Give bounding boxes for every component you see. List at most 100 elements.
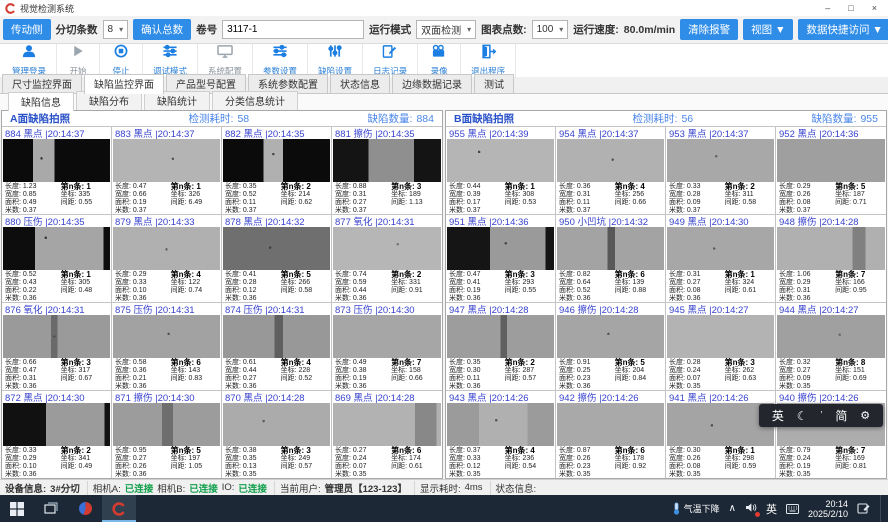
show-desktop-button[interactable] <box>880 495 884 522</box>
defect-image[interactable] <box>667 227 774 270</box>
defect-cell[interactable]: 942 擦伤 |20:14:26长度: 0.87宽度: 0.26面积: 0.23… <box>556 390 666 478</box>
tab-main-4[interactable]: 状态信息 <box>330 74 390 93</box>
action-play-button[interactable]: 开始 <box>57 44 100 77</box>
defect-image[interactable] <box>223 315 330 358</box>
tray-expand-icon[interactable]: ∧ <box>729 503 736 514</box>
data-quick-access-button[interactable]: 数据快捷访问 ▼ <box>798 19 888 40</box>
defect-image[interactable] <box>333 227 441 270</box>
defect-cell[interactable]: 882 黑点 |20:14:35长度: 0.35宽度: 0.52面积: 0.11… <box>222 126 332 214</box>
defect-cell[interactable]: 880 压伤 |20:14:35长度: 0.52宽度: 0.43面积: 0.22… <box>2 214 112 302</box>
defect-cell[interactable]: 953 黑点 |20:14:37长度: 0.33宽度: 0.28面积: 0.09… <box>666 126 776 214</box>
chart-points-dropdown[interactable]: 100▾ <box>532 20 569 39</box>
defect-cell[interactable]: 955 黑点 |20:14:39长度: 0.44宽度: 0.39面积: 0.17… <box>446 126 556 214</box>
tab-sub-3[interactable]: 分类信息统计 <box>212 91 298 110</box>
action-monitor-button[interactable]: 系统配置 <box>198 44 253 77</box>
defect-cell[interactable]: 870 黑点 |20:14:28长度: 0.38宽度: 0.35面积: 0.13… <box>222 390 332 478</box>
volume-button[interactable] <box>745 502 757 515</box>
defect-image[interactable] <box>333 139 441 182</box>
defect-cell[interactable]: 950 小凹坑 |20:14:32长度: 0.82宽度: 0.64面积: 0.5… <box>556 214 666 302</box>
action-exit-door-button[interactable]: 退出程序 <box>461 44 516 77</box>
slit-count-dropdown[interactable]: 8▾ <box>103 20 129 39</box>
defect-cell[interactable]: 883 黑点 |20:14:37长度: 0.47宽度: 0.66面积: 0.19… <box>112 126 222 214</box>
defect-image[interactable] <box>447 227 554 270</box>
defect-cell[interactable]: 952 黑点 |20:14:36长度: 0.29宽度: 0.26面积: 0.08… <box>776 126 886 214</box>
defect-image[interactable] <box>333 315 441 358</box>
ime-language-indicator[interactable]: 英 <box>766 501 777 517</box>
defect-image[interactable] <box>223 403 330 446</box>
taskbar-clock[interactable]: 20:14 2025/2/10 <box>808 499 848 519</box>
task-view-button[interactable] <box>34 495 68 522</box>
action-debug-sliders-button[interactable]: 调试模式 <box>143 44 198 77</box>
defect-image[interactable] <box>557 227 664 270</box>
defect-cell[interactable]: 884 黑点 |20:14:37长度: 1.23宽度: 0.85面积: 0.49… <box>2 126 112 214</box>
drive-side-button[interactable]: 传动侧 <box>3 19 51 40</box>
defect-image[interactable] <box>3 139 110 182</box>
defect-cell[interactable]: 951 黑点 |20:14:36长度: 0.47宽度: 0.41面积: 0.19… <box>446 214 556 302</box>
taskbar-app-remote[interactable] <box>68 495 102 522</box>
defect-image[interactable] <box>447 315 554 358</box>
ime-simplified-button[interactable]: 简 <box>835 407 847 424</box>
action-log-pencil-button[interactable]: 日志记录 <box>363 44 418 77</box>
tab-sub-0[interactable]: 缺陷信息 <box>8 92 74 111</box>
defect-image[interactable] <box>3 315 110 358</box>
defect-cell[interactable]: 875 压伤 |20:14:31长度: 0.58宽度: 0.36面积: 0.21… <box>112 302 222 390</box>
defect-image[interactable] <box>3 227 110 270</box>
defect-cell[interactable]: 945 黑点 |20:14:27长度: 0.28宽度: 0.24面积: 0.07… <box>666 302 776 390</box>
defect-cell[interactable]: 948 擦伤 |20:14:28长度: 1.06宽度: 0.29面积: 0.31… <box>776 214 886 302</box>
defect-cell[interactable]: 873 压伤 |20:14:30长度: 0.49宽度: 0.38面积: 0.19… <box>332 302 442 390</box>
defect-image[interactable] <box>333 403 441 446</box>
defect-cell[interactable]: 878 黑点 |20:14:32长度: 0.41宽度: 0.28面积: 0.12… <box>222 214 332 302</box>
defect-image[interactable] <box>113 403 220 446</box>
defect-cell[interactable]: 947 黑点 |20:14:28长度: 0.35宽度: 0.30面积: 0.11… <box>446 302 556 390</box>
defect-cell[interactable]: 944 黑点 |20:14:27长度: 0.32宽度: 0.27面积: 0.09… <box>776 302 886 390</box>
action-camera-button[interactable]: 录像 <box>418 44 461 77</box>
defect-image[interactable] <box>113 315 220 358</box>
moon-icon[interactable]: ☾ <box>797 409 808 423</box>
ime-punctuation-button[interactable]: ’ <box>820 410 822 421</box>
tab-main-5[interactable]: 边缘数据记录 <box>392 74 472 93</box>
defect-image[interactable] <box>557 403 664 446</box>
run-mode-dropdown[interactable]: 双面检测▾ <box>416 20 476 39</box>
roll-number-input[interactable] <box>222 20 364 39</box>
defect-cell[interactable]: 879 黑点 |20:14:33长度: 0.29宽度: 0.33面积: 0.10… <box>112 214 222 302</box>
view-menu-button[interactable]: 视图 ▼ <box>743 19 793 40</box>
tab-main-0[interactable]: 尺寸监控界面 <box>2 74 82 93</box>
defect-image[interactable] <box>777 315 885 358</box>
tab-main-6[interactable]: 测试 <box>474 74 514 93</box>
ime-english-button[interactable]: 英 <box>772 407 784 424</box>
defect-cell[interactable]: 872 黑点 |20:14:30长度: 0.33宽度: 0.29面积: 0.10… <box>2 390 112 478</box>
weather-widget[interactable]: 气温下降 <box>672 502 720 515</box>
defect-image[interactable] <box>667 139 774 182</box>
defect-image[interactable] <box>447 403 554 446</box>
defect-cell[interactable]: 946 擦伤 |20:14:28长度: 0.91宽度: 0.25面积: 0.23… <box>556 302 666 390</box>
gear-icon[interactable]: ⚙ <box>860 409 870 422</box>
defect-cell[interactable]: 943 黑点 |20:14:26长度: 0.37宽度: 0.33面积: 0.12… <box>446 390 556 478</box>
defect-image[interactable] <box>777 227 885 270</box>
defect-cell[interactable]: 869 黑点 |20:14:28长度: 0.27宽度: 0.24面积: 0.07… <box>332 390 442 478</box>
confirm-total-button[interactable]: 确认总数 <box>133 19 191 40</box>
defect-cell[interactable]: 954 黑点 |20:14:37长度: 0.36宽度: 0.31面积: 0.11… <box>556 126 666 214</box>
tablet-pen-tray-icon[interactable] <box>857 502 871 515</box>
action-params-sliders-button[interactable]: 参数设置 <box>253 44 308 77</box>
defect-image[interactable] <box>3 403 110 446</box>
defect-cell[interactable]: 874 压伤 |20:14:31长度: 0.61宽度: 0.44面积: 0.27… <box>222 302 332 390</box>
defect-image[interactable] <box>447 139 554 182</box>
tab-main-1[interactable]: 缺陷监控界面 <box>84 74 164 94</box>
action-stop-button[interactable]: 停止 <box>100 44 143 77</box>
start-button[interactable] <box>0 495 34 522</box>
action-user-button[interactable]: 管理登录 <box>2 44 57 77</box>
maximize-icon[interactable]: □ <box>848 3 853 13</box>
defect-image[interactable] <box>557 139 664 182</box>
defect-image[interactable] <box>223 139 330 182</box>
defect-cell[interactable]: 881 擦伤 |20:14:35长度: 0.88宽度: 0.31面积: 0.27… <box>332 126 442 214</box>
action-defect-sliders-button[interactable]: 缺陷设置 <box>308 44 363 77</box>
defect-cell[interactable]: 876 氧化 |20:14:31长度: 0.66宽度: 0.47面积: 0.31… <box>2 302 112 390</box>
defect-image[interactable] <box>667 315 774 358</box>
defect-image[interactable] <box>777 139 885 182</box>
defect-image[interactable] <box>667 403 774 446</box>
minimize-icon[interactable]: – <box>825 3 830 13</box>
keyboard-icon[interactable] <box>786 504 799 514</box>
taskbar-app-vision-system[interactable] <box>102 495 136 522</box>
defect-cell[interactable]: 941 黑点 |20:14:26长度: 0.30宽度: 0.26面积: 0.08… <box>666 390 776 478</box>
close-icon[interactable]: × <box>872 3 877 13</box>
